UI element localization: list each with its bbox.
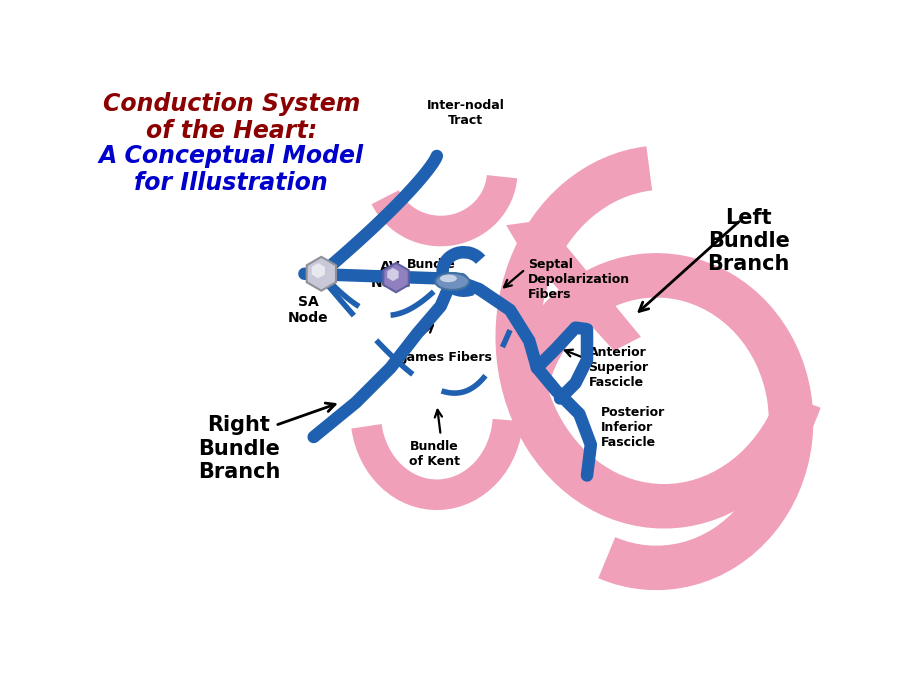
Text: for Illustration: for Illustration	[134, 170, 328, 195]
Polygon shape	[387, 268, 398, 281]
Ellipse shape	[439, 275, 457, 282]
Text: Anterior
Superior
Fascicle: Anterior Superior Fascicle	[588, 346, 648, 389]
Polygon shape	[306, 257, 335, 290]
Text: Right
Bundle
Branch: Right Bundle Branch	[198, 415, 280, 482]
Text: Left
Bundle
Branch: Left Bundle Branch	[707, 208, 789, 274]
Ellipse shape	[435, 273, 469, 290]
Text: AV
Node: AV Node	[370, 260, 411, 290]
Text: Inter-nodal
Tract: Inter-nodal Tract	[425, 99, 504, 128]
Text: James Fibers: James Fibers	[402, 351, 492, 364]
Text: Bundle
of Kent: Bundle of Kent	[409, 440, 460, 468]
Text: of the Heart:: of the Heart:	[145, 119, 316, 143]
Polygon shape	[383, 263, 408, 293]
Text: Conduction System: Conduction System	[102, 92, 359, 116]
Text: A Conceptual Model: A Conceptual Model	[98, 144, 363, 168]
Text: Posterior
Inferior
Fascicle: Posterior Inferior Fascicle	[600, 406, 664, 449]
Polygon shape	[312, 263, 324, 278]
Text: SA
Node: SA Node	[288, 295, 328, 325]
Polygon shape	[505, 220, 641, 351]
Text: Septal
Depolarization
Fibers: Septal Depolarization Fibers	[528, 258, 630, 302]
Text: Bundle
of HIS: Bundle of HIS	[406, 258, 455, 286]
